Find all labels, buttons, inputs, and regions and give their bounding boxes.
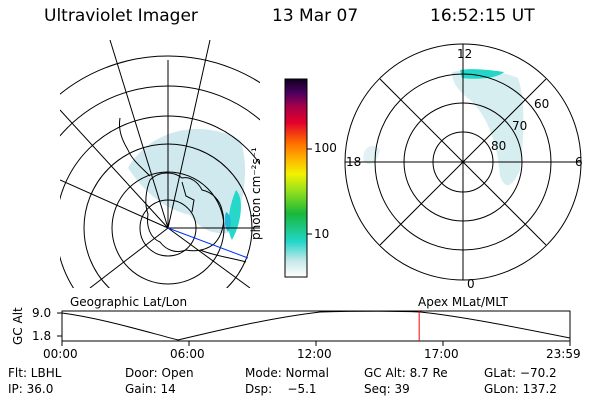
instrument-title: Ultraviolet Imager (44, 6, 198, 26)
mlt-label-6: 6 (575, 155, 583, 169)
status-gain: Gain: 14 (125, 382, 176, 396)
track-line (167, 227, 249, 259)
xtick-2359: 23:59 (546, 347, 581, 361)
status-ip: IP: 36.0 (8, 382, 54, 396)
status-glon: GLon: 137.2 (484, 382, 557, 396)
colorbar (284, 78, 312, 278)
mlt-label-18: 18 (346, 155, 362, 169)
xtick-0600: 06:00 (170, 347, 205, 361)
altitude-ylabel: GC Alt (11, 307, 25, 345)
status-flt: Flt: LBHL (8, 366, 62, 380)
colorbar-unit-label: photon cm⁻²s⁻¹ (249, 147, 263, 240)
altitude-plot (57, 310, 571, 346)
xtick-0000: 00:00 (43, 347, 78, 361)
altitude-ytick-1-8: 1.8 (32, 329, 52, 343)
geographic-label: Geographic Lat/Lon (70, 295, 188, 309)
lat-label-70: 70 (512, 119, 528, 133)
status-seq: Seq: 39 (364, 382, 410, 396)
colorbar-tick-100: 100 (314, 141, 337, 155)
xtick-1200: 12:00 (297, 347, 332, 361)
mlt-label-0: 0 (467, 277, 475, 291)
date-label: 13 Mar 07 (272, 6, 359, 26)
colorbar-tick-10: 10 (314, 227, 330, 241)
apex-label: Apex MLat/MLT (418, 295, 508, 309)
status-gc-alt: GC Alt: 8.7 Re (364, 366, 448, 380)
lat-label-60: 60 (534, 97, 550, 111)
time-label: 16:52:15 UT (430, 6, 535, 26)
xtick-1700: 17:00 (424, 347, 459, 361)
polar-plot (344, 43, 582, 281)
status-dsp: Dsp: −5.1 (245, 382, 317, 396)
altitude-ytick-9: 9.0 (32, 306, 52, 320)
mlt-label-12: 12 (457, 47, 473, 61)
lat-label-80: 80 (491, 139, 507, 153)
status-glat: GLat: −70.2 (484, 366, 557, 380)
geographic-map (60, 40, 260, 288)
status-door: Door: Open (125, 366, 194, 380)
status-mode: Mode: Normal (245, 366, 329, 380)
altitude-curve (61, 310, 571, 341)
